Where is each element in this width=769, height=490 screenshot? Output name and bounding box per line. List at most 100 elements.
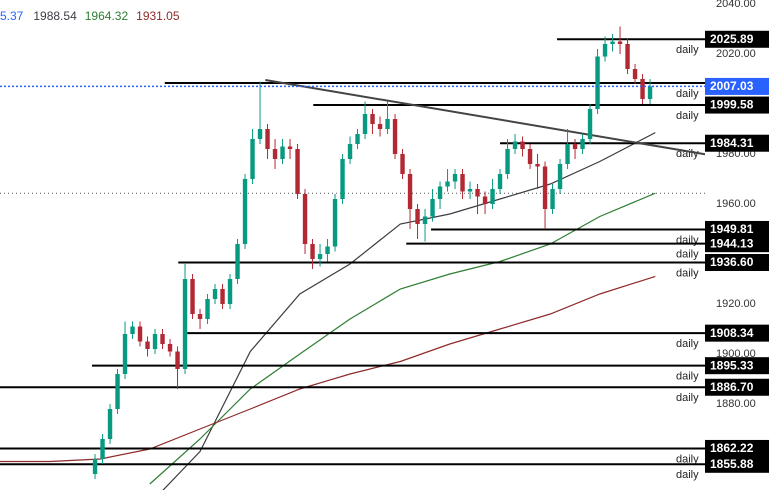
candle-body [175, 351, 180, 369]
moving-average [0, 275, 656, 463]
y-tick-label: 2020.00 [716, 48, 756, 60]
candle-body [280, 146, 285, 159]
candle-body [557, 164, 563, 189]
level-label-box [705, 439, 769, 457]
level-label: 1949.81 [710, 222, 754, 236]
candle-body [250, 139, 255, 179]
candle-body [197, 314, 203, 319]
candle-body [572, 144, 578, 149]
candle-body [535, 164, 540, 167]
level-label: 1999.58 [710, 98, 754, 112]
level-label-box [705, 30, 769, 48]
candle-body [625, 44, 630, 69]
level-label: 2025.89 [710, 32, 754, 46]
candle-body [212, 289, 218, 299]
candle-body [130, 326, 135, 334]
candle-body [205, 299, 210, 319]
header-value: 1964.32 [85, 9, 129, 23]
candle-body [512, 141, 518, 149]
candle-body [265, 129, 270, 149]
level-label: 1855.88 [710, 457, 754, 471]
candle-body [287, 146, 293, 149]
candle-body [647, 86, 653, 99]
candle-body [152, 334, 158, 349]
candle-body [92, 459, 98, 474]
candle-body [355, 134, 360, 144]
candle-body [497, 174, 503, 189]
level-note: daily [676, 338, 699, 350]
level-note: daily [676, 392, 699, 404]
candle-body [580, 139, 585, 149]
moving-average [162, 132, 656, 490]
candle-body [317, 254, 323, 259]
candle-body [385, 119, 390, 129]
candle-body [107, 409, 113, 439]
level-label-box [705, 134, 769, 152]
candle-body [272, 149, 278, 159]
y-tick-label: 2040.00 [716, 0, 756, 10]
candle-body [100, 439, 105, 459]
candle-body [587, 109, 593, 139]
candle-body [422, 216, 428, 224]
y-tick-label: 1880.00 [716, 398, 756, 410]
trendline [265, 79, 705, 156]
candle-body [370, 114, 375, 124]
candle-body [340, 159, 345, 199]
level-label-box [705, 357, 769, 375]
candle-body [400, 154, 405, 174]
candle-body [137, 326, 143, 342]
candle-body [295, 149, 300, 194]
candle-body [115, 374, 120, 409]
candle-body [482, 196, 488, 204]
candle-body [235, 244, 240, 279]
candle-body [632, 69, 638, 79]
price-axis: 1880.001900.001920.001960.001980.002020.… [705, 0, 769, 473]
candle-body [190, 279, 195, 314]
level-label-box [705, 96, 769, 114]
level-label-box [705, 235, 769, 253]
level-note: daily [676, 110, 699, 122]
price-label: 2007.03 [710, 79, 754, 93]
candle-body [520, 141, 525, 149]
candle-body [302, 194, 308, 244]
candle-body [437, 186, 443, 199]
level-note: daily [676, 44, 699, 56]
header-value: 1931.05 [136, 9, 180, 23]
level-label: 1908.34 [710, 326, 754, 340]
level-label: 1936.60 [710, 255, 754, 269]
candle-body [362, 114, 368, 134]
candle-body [527, 149, 533, 164]
candle-body [565, 144, 570, 164]
candle-body [325, 246, 330, 254]
level-note: daily [676, 267, 699, 279]
candle-body [617, 41, 623, 44]
level-label-box [705, 324, 769, 342]
level-label: 1984.31 [710, 136, 754, 150]
candle-body [415, 209, 420, 224]
candle-body [332, 199, 338, 247]
candle-body [490, 189, 495, 204]
level-label-box [705, 220, 769, 238]
level-label-box [705, 455, 769, 473]
candle-body [160, 334, 165, 344]
candle-body [407, 174, 413, 209]
candle-body [595, 56, 600, 109]
header-value: 1988.54 [33, 9, 77, 23]
level-label: 1862.22 [710, 441, 754, 455]
candle-body [602, 44, 608, 57]
candle-body [445, 181, 450, 187]
level-note: daily [676, 469, 699, 481]
y-tick-label: 1900.00 [716, 348, 756, 360]
candle-body [467, 189, 473, 192]
candle-body [610, 41, 615, 44]
level-note: daily [676, 249, 699, 261]
candle-body [167, 344, 173, 352]
y-tick-label: 1920.00 [716, 298, 756, 310]
plot-area: daily daily daily daily daily daily daily daily… [0, 26, 705, 490]
candle-body [145, 341, 150, 349]
candle-body [182, 279, 188, 369]
candle-body [550, 189, 555, 209]
candle-body [257, 129, 263, 139]
candle-body [452, 174, 458, 182]
